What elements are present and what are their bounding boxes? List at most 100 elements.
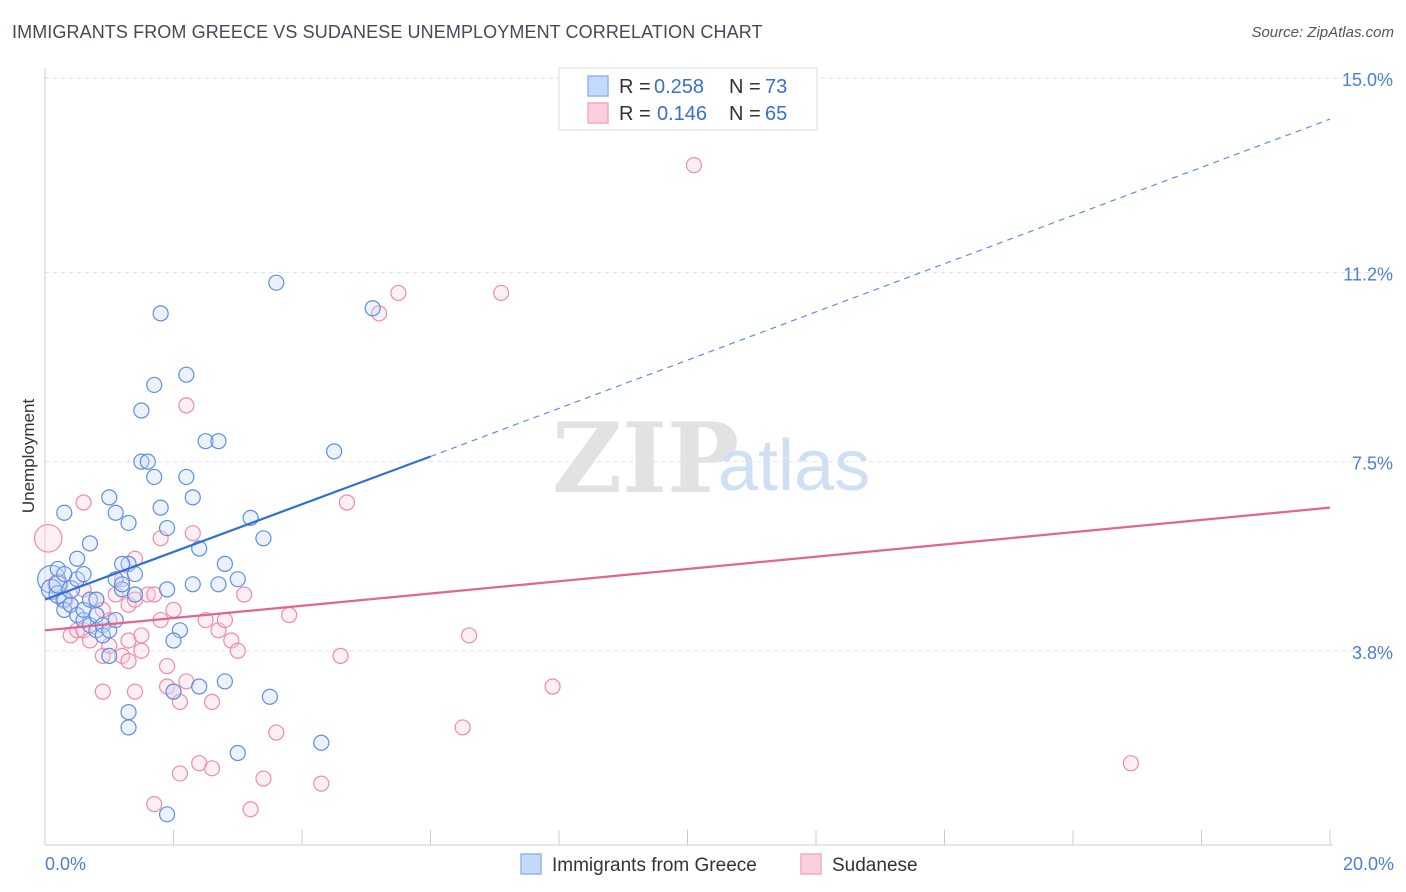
sudanese-point [268, 724, 285, 741]
greece-point [88, 591, 105, 608]
y-tick-label: 7.5% [1352, 454, 1393, 474]
greece-point [178, 366, 195, 383]
greece-point [69, 550, 86, 567]
y-tick-label: 15.0% [1342, 70, 1393, 90]
greece-point [94, 627, 111, 644]
sudanese-point [94, 683, 111, 700]
legend: R = 0.258 N = 73 R = 0.146 N = 65 [558, 67, 818, 131]
greece-point [165, 683, 182, 700]
x-tick-label-min: 0.0% [45, 854, 86, 874]
x-tick-marks [44, 830, 1331, 845]
greece-point [146, 376, 163, 394]
greece-point [101, 647, 118, 664]
y-axis-label: Unemployment [19, 399, 38, 514]
sudanese-point [203, 760, 221, 777]
greece-point [56, 504, 73, 521]
sudanese-point [158, 678, 176, 695]
greece-point [75, 565, 92, 583]
sudanese-point [1122, 755, 1139, 772]
sudanese-point [460, 627, 478, 644]
greece-trend-line [44, 455, 431, 601]
legend-r-label-greece: R = [619, 76, 651, 98]
sudanese-point [313, 775, 330, 792]
sudanese-point [229, 642, 246, 659]
sudanese-point [685, 157, 703, 174]
greece-point [120, 514, 137, 532]
sudanese-point [133, 642, 150, 659]
x-tick-label-max: 20.0% [1343, 854, 1394, 874]
sudanese-trend-line [44, 506, 1331, 632]
greece-point [216, 673, 233, 690]
bottom-legend-swatch-greece [520, 853, 542, 875]
sudanese-point [120, 652, 137, 670]
sudanese-point [33, 523, 63, 553]
greece-point [113, 576, 131, 593]
sudanese-point [281, 606, 298, 624]
greece-point [268, 274, 285, 291]
source-credit: Source: ZipAtlas.com [1251, 24, 1394, 41]
greece-point [101, 489, 118, 506]
greece-point [216, 555, 233, 572]
greece-point [197, 433, 214, 450]
sudanese-point [338, 494, 356, 511]
greece-point [158, 519, 176, 537]
sudanese-point [332, 647, 349, 664]
greece-point [107, 504, 124, 521]
greece-point [191, 678, 208, 695]
sudanese-point [255, 770, 272, 787]
greece-point [229, 744, 246, 762]
axes [44, 68, 1333, 846]
sudanese-point [371, 305, 388, 322]
greece-point [146, 468, 163, 486]
greece-point [126, 586, 144, 603]
greece-trend-extension [430, 118, 1331, 458]
grid-lines [45, 77, 1392, 652]
sudanese-point [158, 657, 176, 675]
sudanese-point [184, 525, 201, 542]
legend-r-value-sudanese: 0.146 [657, 103, 707, 125]
sudanese-point [236, 586, 253, 603]
greece-point [158, 806, 176, 823]
greece-point [184, 489, 201, 506]
sudanese-point [454, 719, 471, 736]
sudanese-point [133, 627, 150, 644]
greece-point [364, 300, 381, 317]
sudanese-point [75, 494, 92, 511]
greece-points [37, 274, 381, 823]
chart-title: IMMIGRANTS FROM GREECE VS SUDANESE UNEMP… [12, 22, 763, 42]
sudanese-point [165, 601, 182, 618]
sudanese-point [126, 683, 144, 700]
legend-r-value-greece: 0.258 [654, 76, 704, 98]
greece-point [158, 581, 176, 598]
greece-point [49, 560, 66, 578]
sudanese-point [146, 796, 163, 813]
greece-point [56, 565, 73, 583]
legend-n-value-greece: 73 [765, 76, 787, 98]
sudanese-point [171, 765, 189, 782]
bottom-legend-label-sudanese: Sudanese [832, 855, 918, 876]
sudanese-point [242, 801, 259, 818]
sudanese-point [544, 678, 561, 695]
greece-point [261, 688, 278, 705]
y-tick-labels: 3.8% 7.5% 11.2% 15.0% [1342, 70, 1393, 663]
sudanese-point [139, 586, 156, 603]
sudanese-point [390, 284, 407, 302]
greece-point [152, 499, 169, 516]
watermark-zip: ZIP [552, 402, 739, 515]
greece-point [120, 719, 137, 736]
legend-n-label-greece: N = [729, 76, 761, 98]
sudanese-point [178, 397, 195, 414]
greece-point [326, 443, 343, 460]
sudanese-point [113, 647, 131, 664]
greece-point [184, 576, 201, 593]
greece-point [178, 468, 195, 486]
greece-point [81, 535, 99, 552]
greece-point [133, 453, 150, 470]
legend-swatch-sudanese [587, 102, 609, 124]
greece-point [107, 611, 124, 629]
watermark-atlas: atlas [718, 426, 870, 506]
greece-point [133, 402, 150, 419]
greece-point [120, 703, 137, 721]
greece-point [255, 530, 272, 547]
greece-point [152, 305, 169, 322]
